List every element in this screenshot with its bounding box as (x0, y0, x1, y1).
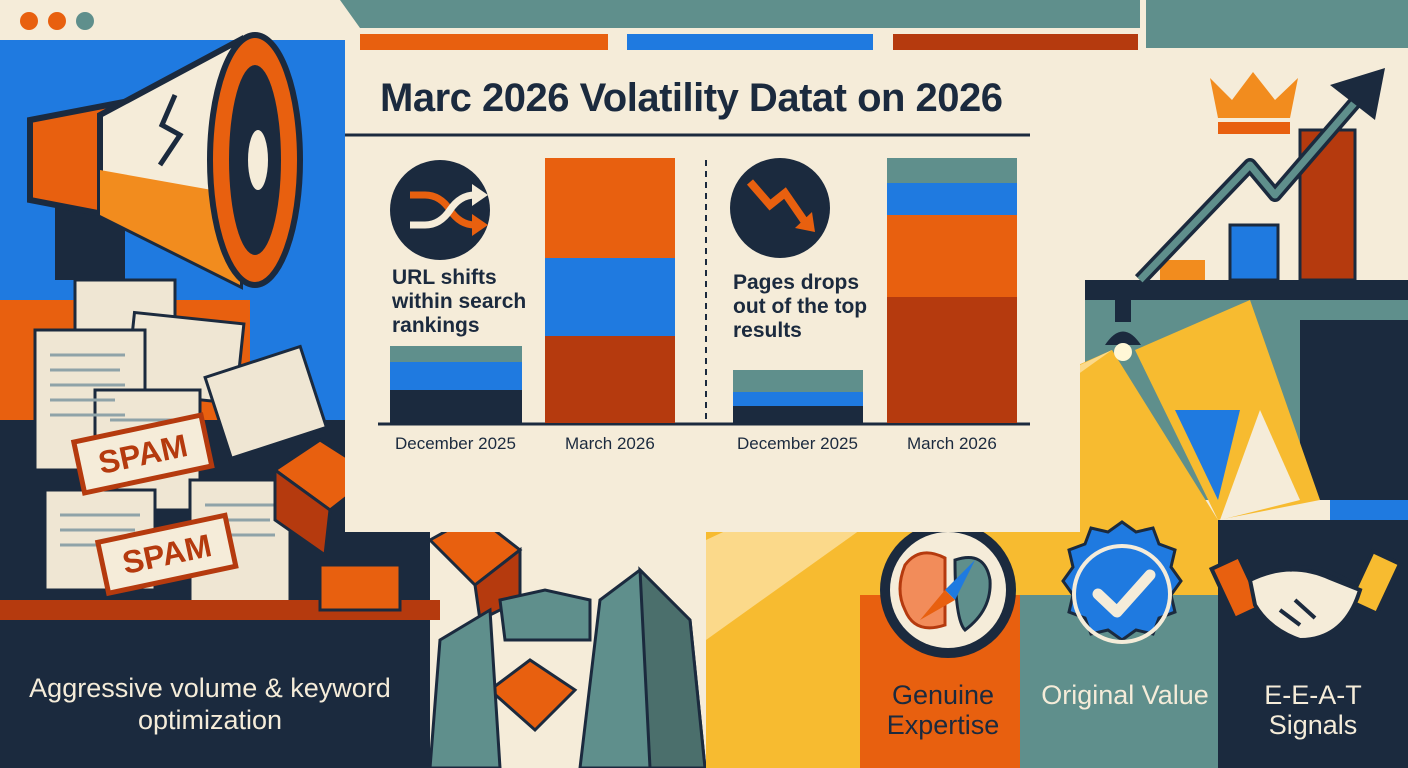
metric-1-bar-2-segment-3 (545, 336, 675, 423)
spam-caption: Aggressive volume & keyword optimization (29, 673, 391, 735)
metric-1-bar-2-segment-2 (545, 258, 675, 336)
metric-2-bar-2-segment-4 (887, 297, 1017, 423)
page-title: Marc 2026 Volatility Datat on 2026 (380, 76, 1003, 120)
metric-2-bar-2-segment-1 (887, 158, 1017, 183)
metric-1-label: URL shifts within search rankings (392, 266, 527, 337)
shuffle-icon (390, 160, 490, 260)
metric-2-bar-2-segment-2 (887, 183, 1017, 215)
metric-1-bar-1-segment-1 (390, 346, 522, 362)
page-drop-bars (733, 158, 1017, 423)
pillar-label-eeat: E-E-A-T Signals (1264, 680, 1362, 740)
spam-megaphone-illustration (0, 32, 440, 768)
metric-1-bar-1-segment-3 (390, 390, 522, 423)
metric-2-bar-1-segment-2 (733, 392, 863, 406)
pillar-label-value: Original Value (1041, 680, 1209, 710)
metric-1-category-1: December 2025 (395, 434, 516, 453)
window-dot-2[interactable] (48, 12, 66, 30)
crown-icon (1210, 72, 1298, 134)
metric-1-bar-2-segment-1 (545, 158, 675, 258)
megaphone-icon (27, 32, 303, 290)
window-dot-3[interactable] (76, 12, 94, 30)
brain-compass-icon (880, 494, 1016, 658)
checkmark-badge-icon (1061, 520, 1183, 644)
metric-1-bar-1-segment-2 (390, 362, 522, 390)
url-shift-bars (390, 158, 675, 423)
metric-2-bar-1-segment-3 (733, 406, 863, 423)
metric-1-category-2: March 2026 (565, 434, 655, 453)
top-header-band (0, 0, 1408, 50)
handshake-icon (1208, 548, 1403, 643)
metric-2-category-1: December 2025 (737, 434, 858, 453)
metric-2-label: Pages drops out of the top results (733, 271, 868, 342)
trend-down-icon (730, 158, 830, 258)
metric-2-category-2: March 2026 (907, 434, 997, 453)
falling-cubes-illustration (272, 438, 707, 768)
pillar-label-expertise: Genuine Expertise (886, 680, 1000, 740)
metric-2-bar-2-segment-3 (887, 215, 1017, 297)
spam-stamp (70, 412, 239, 597)
metric-2-bar-1-segment-1 (733, 370, 863, 392)
window-dot-1[interactable] (20, 12, 38, 30)
